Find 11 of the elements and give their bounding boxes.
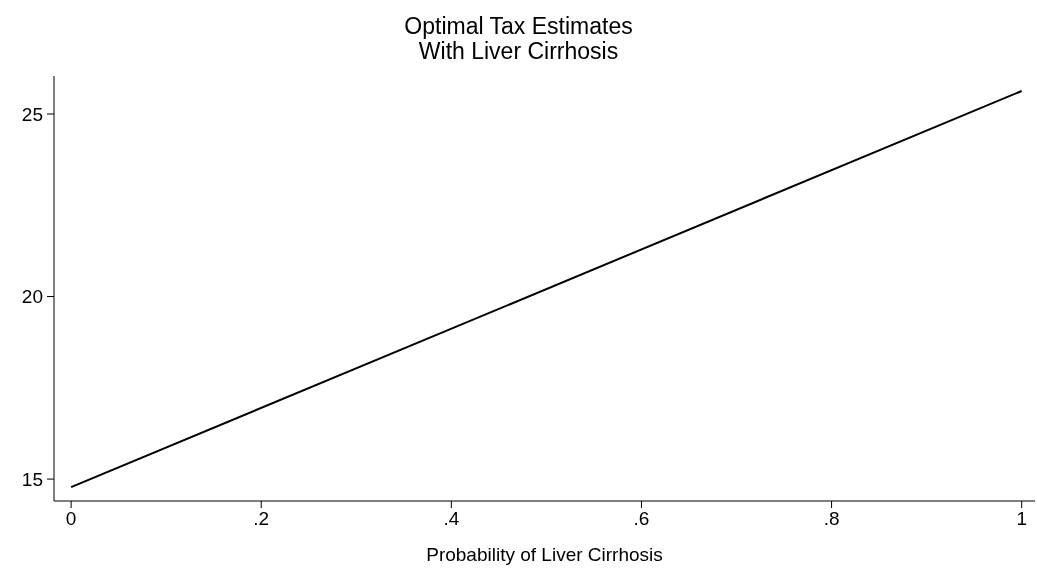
chart-title: Optimal Tax Estimates With Liver Cirrhosis (403, 13, 634, 64)
y-tick-label: 20 (21, 286, 43, 308)
x-tick-label: .4 (443, 508, 460, 530)
x-tick-label: 1 (1016, 508, 1027, 530)
x-tick-label: .2 (253, 508, 270, 530)
x-tick-label: .6 (633, 508, 650, 530)
x-axis-title: Probability of Liver Cirrhosis (426, 544, 663, 565)
y-tick-label: 25 (21, 103, 43, 125)
x-tick-label: 0 (65, 508, 77, 530)
y-tick-label: 15 (21, 468, 43, 490)
x-tick-label: .8 (823, 508, 840, 530)
